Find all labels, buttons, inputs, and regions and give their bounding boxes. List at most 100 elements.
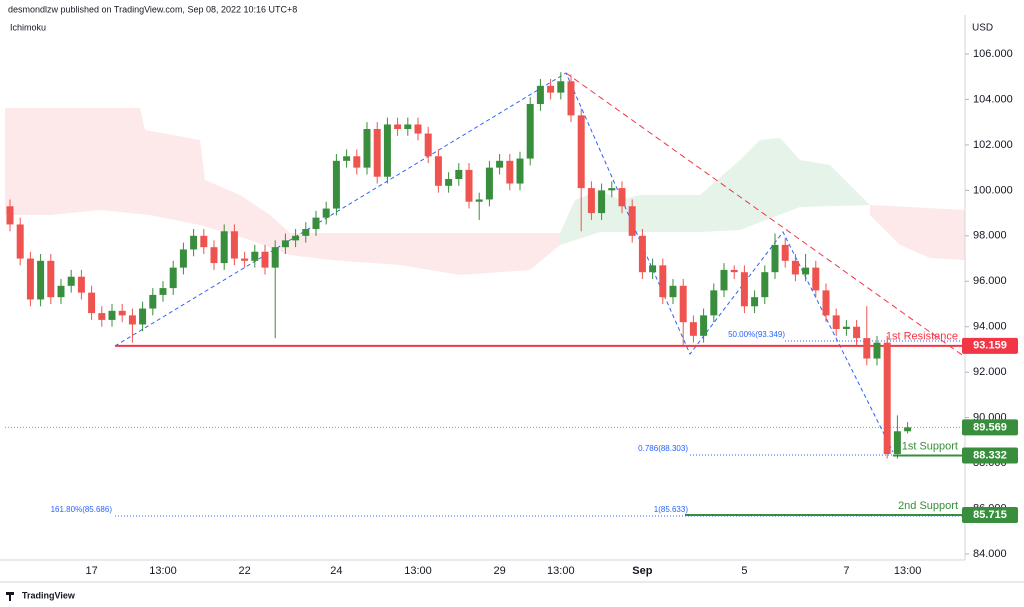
candle-body xyxy=(761,272,769,298)
candle-body xyxy=(781,244,789,261)
candle-body xyxy=(710,290,718,316)
candle-body xyxy=(669,285,677,298)
candle-body xyxy=(812,267,820,291)
candle-body xyxy=(57,285,65,298)
candle-body xyxy=(37,260,45,300)
candle-body xyxy=(230,231,238,259)
candle-body xyxy=(883,342,891,454)
candle-body xyxy=(577,115,585,189)
candle-body xyxy=(771,244,779,273)
candle-body xyxy=(332,160,340,209)
candle-body xyxy=(404,124,412,129)
candle-body xyxy=(271,247,279,268)
price-tag xyxy=(962,507,1018,524)
candle-body xyxy=(434,156,442,186)
candle-body xyxy=(251,251,259,261)
price-tag-label: 93.159 xyxy=(973,340,1007,352)
candle-body xyxy=(618,188,626,207)
candle-body xyxy=(292,235,300,241)
candle-body xyxy=(730,269,738,273)
candle-body xyxy=(475,199,483,202)
price-tag xyxy=(962,419,1018,436)
price-tag xyxy=(962,447,1018,464)
y-tick-label: 84.000 xyxy=(973,548,1007,560)
candle-body xyxy=(842,326,850,329)
x-tick-label: 13:00 xyxy=(404,565,432,577)
candle-body xyxy=(6,206,14,225)
candle-body xyxy=(210,247,218,264)
candle-body xyxy=(547,85,555,93)
candle-body xyxy=(628,206,636,236)
cloud-bullish xyxy=(560,138,870,245)
candle-body xyxy=(567,81,575,116)
candle-body xyxy=(873,342,881,359)
y-tick-label: 100.000 xyxy=(973,184,1013,196)
cloud-bearish xyxy=(870,205,965,260)
fib-label: 0.786(88.303) xyxy=(638,444,688,453)
candle-body xyxy=(455,169,463,179)
candle-body xyxy=(220,231,228,264)
candle-body xyxy=(383,124,391,177)
x-tick-label: Sep xyxy=(632,565,652,577)
candle-body xyxy=(261,251,269,268)
candle-body xyxy=(108,310,116,320)
price-tag-label: 88.332 xyxy=(973,449,1007,461)
x-tick-label: 22 xyxy=(238,565,250,577)
candle-body xyxy=(128,315,136,325)
candle-body xyxy=(659,265,667,298)
candle-body xyxy=(322,208,330,218)
candle-body xyxy=(832,315,840,329)
candle-body xyxy=(526,104,534,159)
y-tick-label: 102.000 xyxy=(973,139,1013,151)
candle-body xyxy=(506,160,514,184)
currency-label: USD xyxy=(972,23,993,34)
candle-body xyxy=(853,326,861,339)
candle-body xyxy=(802,267,810,275)
candle-body xyxy=(26,258,34,300)
price-tag-label: 85.715 xyxy=(973,509,1007,521)
fib-label: 1(85.633) xyxy=(654,505,689,514)
candle-body xyxy=(893,431,901,454)
candle-body xyxy=(485,167,493,200)
candle-body xyxy=(516,158,524,184)
candle-body xyxy=(149,294,157,309)
candle-body xyxy=(496,160,504,168)
candle-body xyxy=(281,240,289,248)
candle-body xyxy=(312,217,320,229)
candle-body xyxy=(77,276,85,293)
candle-body xyxy=(118,310,126,316)
candle-body xyxy=(445,179,453,186)
price-tag xyxy=(962,337,1018,354)
candle-body xyxy=(689,322,697,336)
level-label: 2nd Support xyxy=(898,500,958,512)
candle-body xyxy=(179,249,187,268)
fib-label: 161.80%(85.686) xyxy=(51,505,113,514)
ichimoku-cloud xyxy=(5,108,965,275)
candle-body xyxy=(638,235,646,273)
x-tick-label: 5 xyxy=(741,565,747,577)
candle-body xyxy=(649,265,657,273)
price-tag-label: 89.569 xyxy=(973,421,1007,433)
candle-body xyxy=(587,188,595,214)
candle-body xyxy=(190,235,198,250)
y-tick-label: 92.000 xyxy=(973,366,1007,378)
candle-body xyxy=(373,129,381,177)
y-tick-label: 106.000 xyxy=(973,48,1013,60)
candle-body xyxy=(98,313,106,320)
candle-body xyxy=(139,308,147,325)
candle-body xyxy=(608,188,616,191)
x-tick-label: 7 xyxy=(843,565,849,577)
candle-body xyxy=(414,124,422,134)
x-tick-label: 17 xyxy=(85,565,97,577)
candle-body xyxy=(791,260,799,275)
candle-body xyxy=(16,224,24,259)
y-tick-label: 94.000 xyxy=(973,321,1007,333)
candle-body xyxy=(343,156,351,161)
candle-body xyxy=(465,169,473,202)
candle-body xyxy=(67,276,75,286)
candle-body xyxy=(159,288,167,295)
indicator-label: Ichimoku xyxy=(10,22,46,32)
candle-body xyxy=(353,156,361,168)
candle-body xyxy=(904,427,912,432)
